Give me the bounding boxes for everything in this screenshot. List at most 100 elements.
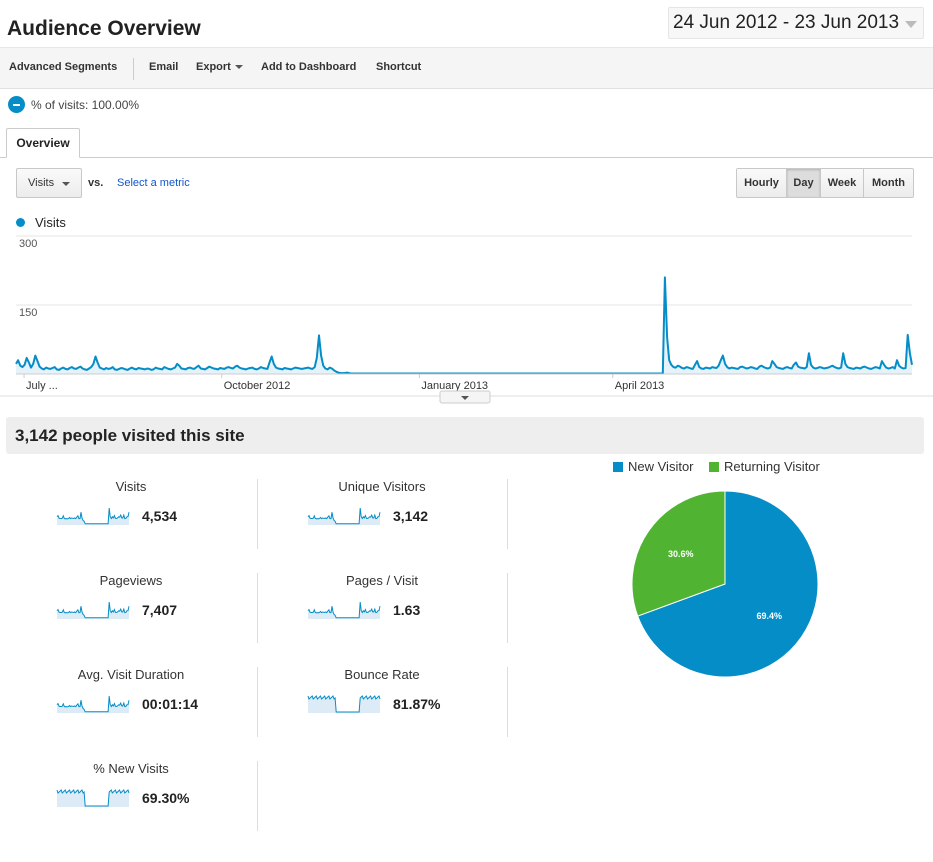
week-button[interactable]: Week: [821, 169, 864, 197]
chevron-down-icon: [234, 65, 243, 70]
date-range-label: 24 Jun 2012 - 23 Jun 2013: [673, 12, 900, 33]
metric-sparkline: [56, 789, 130, 807]
tab-bar-line: [0, 157, 933, 158]
chevron-down-icon: [62, 182, 70, 186]
returning-visitor-swatch: [709, 461, 719, 472]
pie-legend-new[interactable]: New Visitor: [613, 459, 694, 474]
export-label: Export: [196, 61, 231, 73]
tab-overview[interactable]: Overview: [6, 128, 80, 158]
metric-value: 1.63: [393, 602, 421, 618]
metric-bounce-rate[interactable]: Bounce Rate 81.87%: [257, 667, 507, 757]
metric-divider: [507, 573, 508, 643]
select-metric-link[interactable]: Select a metric: [117, 177, 190, 189]
metric-divider: [257, 667, 258, 737]
metric-select[interactable]: Visits: [16, 168, 82, 198]
metric-sparkline: [307, 695, 381, 713]
sparkline-area: [57, 790, 129, 807]
metric-divider: [257, 573, 258, 643]
sparkline-line: [56, 507, 130, 525]
metric-name: Avg. Visit Duration: [77, 667, 185, 682]
metric-select-value: Visits: [28, 177, 55, 189]
page-title: Audience Overview: [7, 17, 201, 40]
sparkline-area: [57, 508, 129, 525]
metric-divider: [507, 667, 508, 737]
export-button[interactable]: Export: [196, 61, 243, 73]
segment-label: % of visits: 100.00%: [31, 97, 140, 112]
sparkline-line: [56, 789, 130, 807]
sparkline-line: [307, 601, 381, 619]
sparkline-area: [308, 602, 380, 619]
metric-avg-visit-duration[interactable]: Avg. Visit Duration 00:01:14: [6, 667, 256, 757]
day-button[interactable]: Day: [787, 169, 821, 197]
metric-divider: [257, 761, 258, 831]
metric-name: Unique Visitors: [338, 479, 426, 494]
segment-pie-icon: [8, 96, 25, 113]
report-toolbar: Advanced Segments Email Export Add to Da…: [0, 47, 933, 89]
summary-bar: 3,142 people visited this site: [6, 417, 924, 454]
metric-sparkline: [307, 601, 381, 619]
sparkline-area: [308, 696, 380, 713]
pie-legend-label: Returning Visitor: [724, 459, 820, 474]
visits-over-time-chart: 300 150 July ... October 2012 January 2013 Ap…: [0, 235, 933, 404]
sparkline-line: [307, 695, 381, 713]
metric-name: Bounce Rate: [344, 667, 420, 682]
metric-name: % New Visits: [93, 761, 169, 776]
shortcut-button[interactable]: Shortcut: [376, 61, 422, 73]
y-tick-label: 150: [19, 307, 37, 319]
metric-sparkline: [56, 507, 130, 525]
pie-slice: [631, 490, 726, 617]
advanced-segments-button[interactable]: Advanced Segments: [9, 61, 118, 73]
metric-sparkline: [307, 507, 381, 525]
sparkline-line: [307, 507, 381, 525]
metric-new-visits[interactable]: % New Visits 69.30%: [6, 761, 256, 851]
metric-name: Pages / Visit: [345, 573, 419, 588]
segment-indicator[interactable]: % of visits: 100.00%: [8, 96, 139, 113]
metric-name: Pageviews: [99, 573, 163, 588]
summary-title: 3,142 people visited this site: [15, 426, 245, 445]
sparkline-line: [56, 695, 130, 713]
metric-unique-visitors[interactable]: Unique Visitors 3,142: [257, 479, 507, 569]
visits-line: [15, 276, 913, 375]
metric-pages-per-visit[interactable]: Pages / Visit 1.63: [257, 573, 507, 663]
metric-divider: [257, 479, 258, 549]
toolbar-divider: [133, 58, 134, 80]
x-tick-label: July ...: [26, 380, 58, 392]
y-tick-label: 300: [19, 238, 37, 250]
email-button[interactable]: Email: [149, 61, 179, 73]
pie-legend-label: New Visitor: [628, 459, 694, 474]
sparkline-area: [57, 602, 129, 619]
metric-sparkline: [56, 695, 130, 713]
metric-value: 81.87%: [393, 696, 441, 712]
pie-legend-returning[interactable]: Returning Visitor: [709, 459, 820, 474]
vs-label: vs.: [88, 177, 104, 189]
add-to-dashboard-button[interactable]: Add to Dashboard: [261, 61, 357, 73]
visits-legend-dot: [16, 218, 25, 227]
chevron-down-icon: [461, 396, 469, 400]
date-range-picker[interactable]: 24 Jun 2012 - 23 Jun 2013: [668, 7, 924, 39]
chevron-down-icon: [905, 21, 917, 28]
metric-visits[interactable]: Visits 4,534: [6, 479, 256, 569]
metric-value: 7,407: [142, 602, 178, 618]
month-button[interactable]: Month: [864, 169, 913, 197]
pie-slice-label: 69.4%: [756, 611, 782, 621]
metric-value: 00:01:14: [142, 696, 199, 712]
x-tick-label: January 2013: [421, 380, 488, 392]
sparkline-area: [57, 696, 129, 713]
new-visitor-swatch: [613, 461, 623, 472]
pie-slice: [637, 490, 819, 678]
hourly-button[interactable]: Hourly: [737, 169, 787, 197]
sparkline-line: [56, 601, 130, 619]
metric-value: 4,534: [142, 508, 178, 524]
metric-value: 3,142: [393, 508, 429, 524]
metric-pageviews[interactable]: Pageviews 7,407: [6, 573, 256, 663]
metric-name: Visits: [115, 479, 147, 494]
visitor-type-pie-chart: 69.4% 30.6%: [631, 490, 819, 678]
metric-sparkline: [56, 601, 130, 619]
chart-legend-label: Visits: [35, 215, 66, 230]
x-tick-label: April 2013: [615, 380, 665, 392]
pie-slice-label: 30.6%: [668, 549, 694, 559]
metric-divider: [507, 479, 508, 549]
visits-area: [16, 277, 912, 374]
sparkline-area: [308, 508, 380, 525]
x-tick-label: October 2012: [224, 380, 291, 392]
